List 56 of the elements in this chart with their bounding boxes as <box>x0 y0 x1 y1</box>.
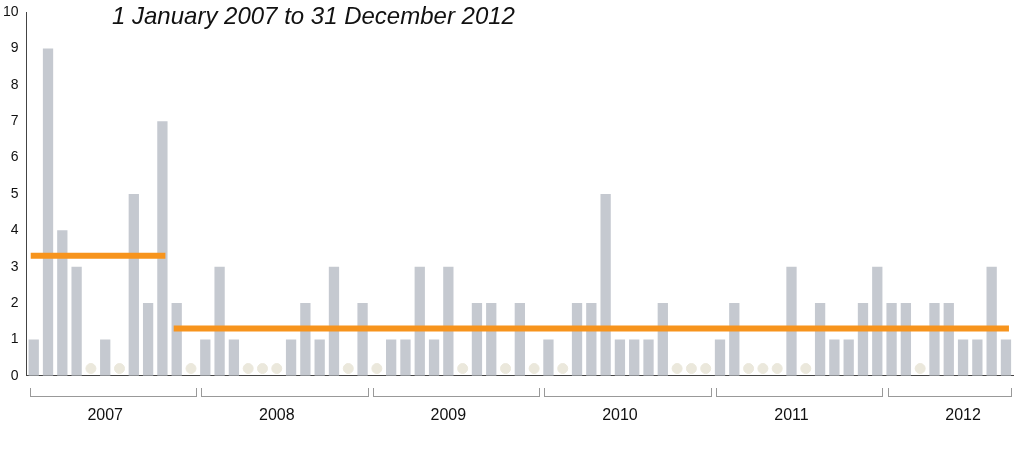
bar <box>42 48 54 376</box>
bar <box>285 339 297 376</box>
x-tick-label: 2007 <box>87 405 124 423</box>
bar <box>957 339 969 376</box>
bar <box>28 339 39 376</box>
x-tick-label: 2011 <box>774 405 809 423</box>
bar <box>629 339 640 376</box>
y-tick-label: 0 <box>10 366 19 383</box>
bar <box>414 266 425 376</box>
bar <box>600 193 611 376</box>
y-tick-label: 10 <box>2 2 19 19</box>
bar <box>214 266 225 376</box>
bar <box>71 266 82 376</box>
y-tick-label: 7 <box>10 112 19 128</box>
y-tick-label: 3 <box>10 257 19 274</box>
bar <box>128 193 139 376</box>
bar <box>157 121 168 376</box>
bar <box>872 266 883 376</box>
x-tick-label: 2010 <box>602 405 638 423</box>
bar <box>543 339 554 376</box>
x-tick-label: 2009 <box>430 405 467 423</box>
bar <box>314 339 325 376</box>
bar <box>614 339 626 376</box>
y-tick-label: 4 <box>10 221 19 238</box>
bar <box>386 339 397 376</box>
chart-title: 1 January 2007 to 31 December 2012 <box>112 2 515 30</box>
bar <box>357 303 368 376</box>
bar <box>142 303 154 376</box>
y-tick-label: 8 <box>10 75 19 92</box>
bar <box>786 266 797 376</box>
bar <box>300 303 311 376</box>
y-tick-label: 5 <box>10 184 19 201</box>
bar <box>929 303 940 376</box>
bar <box>171 303 182 376</box>
bar <box>643 339 654 376</box>
y-tick-label: 6 <box>10 148 19 165</box>
bar <box>843 339 854 376</box>
bar <box>57 230 68 376</box>
bar <box>886 303 897 376</box>
bar <box>829 339 840 376</box>
bar <box>328 266 340 376</box>
x-tick-label: 2012 <box>945 405 981 423</box>
bar <box>1000 339 1012 376</box>
bar <box>443 266 454 376</box>
bar <box>972 339 983 376</box>
bar <box>100 339 111 376</box>
y-tick-label: 1 <box>10 330 19 347</box>
y-tick-label: 2 <box>10 293 19 310</box>
bar <box>986 266 997 376</box>
bar <box>200 339 211 376</box>
bar <box>714 339 726 376</box>
bar <box>400 339 411 376</box>
bar <box>428 339 440 376</box>
x-tick-label: 2008 <box>258 405 295 423</box>
bar <box>228 339 240 376</box>
y-tick-label: 9 <box>10 39 19 56</box>
